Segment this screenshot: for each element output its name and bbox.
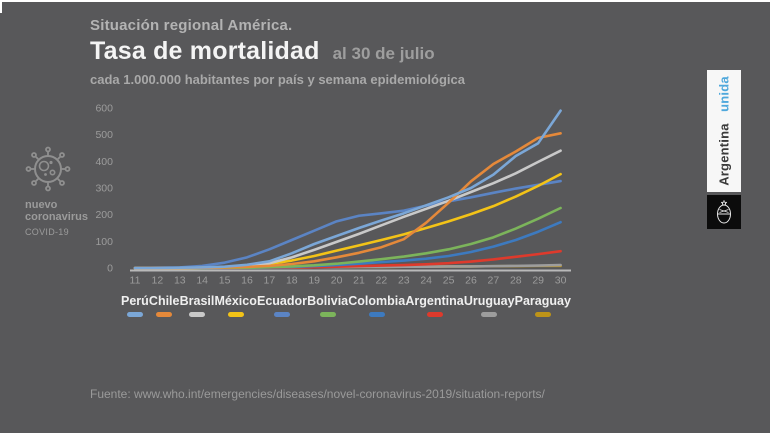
y-tick-label: 600 — [95, 103, 113, 115]
legend-item-colombia: Colombia — [348, 294, 405, 317]
legend-label: Chile — [148, 294, 180, 308]
y-tick-label: 200 — [95, 209, 113, 221]
header: Situación regional América. Tasa de mort… — [90, 17, 465, 87]
legend-item-perú: Perú — [121, 294, 149, 317]
x-tick-label: 12 — [152, 275, 164, 287]
coat-of-arms-box — [707, 195, 741, 229]
page-title: Tasa de mortalidad — [90, 37, 320, 65]
legend-color-swatch — [426, 312, 443, 317]
x-tick-label: 30 — [555, 275, 567, 287]
legend-label: Perú — [121, 294, 149, 308]
x-tick-label: 19 — [308, 275, 320, 287]
chart-line-ecuador — [133, 179, 562, 270]
legend-color-swatch — [188, 312, 205, 317]
x-tick-label: 17 — [264, 275, 276, 287]
x-tick-label: 23 — [398, 275, 410, 287]
coat-of-arms-icon — [717, 200, 731, 224]
y-tick-label: 300 — [95, 183, 113, 195]
banner-text: Argentina unida — [717, 76, 732, 186]
legend-item-chile: Chile — [148, 294, 180, 317]
legend-item-ecuador: Ecuador — [257, 294, 307, 317]
x-tick-label: 29 — [532, 275, 544, 287]
x-tick-label: 21 — [353, 275, 365, 287]
y-tick-label: 100 — [95, 236, 113, 248]
legend-label: Argentina — [405, 294, 464, 308]
x-tick-label: 20 — [331, 275, 343, 287]
legend-color-swatch — [126, 312, 143, 317]
legend-label: Brasil — [179, 294, 215, 308]
page-edge — [0, 2, 2, 13]
chart-line-colombia — [133, 220, 562, 270]
legend-item-paraguay: Paraguay — [515, 294, 571, 317]
y-tick-label: 500 — [95, 129, 113, 141]
x-tick-label: 27 — [488, 275, 500, 287]
legend-item-méxico: México — [214, 294, 257, 317]
x-tick-label: 18 — [286, 275, 298, 287]
mortality-chart: 0 100 200 300 400 500 600 11 12 13 14 15 16 17 18 19 20 2… — [95, 103, 571, 287]
y-tick-label: 400 — [95, 156, 113, 168]
banner-brand: Argentina — [716, 123, 732, 186]
badge-line-nuevo: nuevo — [25, 199, 58, 211]
chart-subtitle: cada 1.000.000 habitantes por país y sem… — [90, 72, 465, 87]
x-tick-label: 15 — [219, 275, 231, 287]
x-tick-label: 26 — [465, 275, 477, 287]
legend-color-swatch — [534, 312, 551, 317]
legend-color-swatch — [481, 312, 498, 317]
y-tick-label: 0 — [107, 263, 113, 275]
legend-color-swatch — [368, 312, 385, 317]
chart-line-perú — [133, 109, 562, 270]
legend-label: Paraguay — [514, 294, 571, 308]
legend-item-uruguay: Uruguay — [464, 294, 515, 317]
x-tick-label: 13 — [174, 275, 186, 287]
legend-label: Colombia — [348, 294, 406, 308]
date-label: al 30 de julio — [332, 44, 435, 63]
x-tick-label: 14 — [196, 275, 208, 287]
legend-label: Bolivia — [307, 294, 349, 308]
x-tick-label: 16 — [241, 275, 253, 287]
x-tick-label: 24 — [420, 275, 432, 287]
legend-color-swatch — [227, 312, 244, 317]
x-tick-label: 22 — [376, 275, 388, 287]
banner-brand-accent: unida — [716, 76, 732, 112]
legend-color-swatch — [156, 312, 173, 317]
legend-item-argentina: Argentina — [405, 294, 464, 317]
x-tick-label: 28 — [510, 275, 522, 287]
legend-item-bolivia: Bolivia — [307, 294, 348, 317]
source-text: Fuente: www.who.int/emergencies/diseases… — [90, 387, 545, 401]
legend-color-swatch — [319, 312, 336, 317]
legend-label: Ecuador — [257, 294, 308, 308]
argentina-unida-banner: Argentina unida — [707, 70, 741, 192]
virus-icon — [25, 146, 71, 192]
badge-line-coronavirus: coronavirus — [25, 211, 88, 223]
legend-item-brasil: Brasil — [179, 294, 215, 317]
x-tick-label: 11 — [130, 275, 141, 287]
region-kicker: Situación regional América. — [90, 17, 293, 34]
chart-line-brasil — [133, 149, 562, 270]
legend-label: Uruguay — [463, 294, 515, 308]
legend-color-swatch — [274, 312, 290, 317]
x-tick-label: 25 — [443, 275, 455, 287]
legend-label: México — [214, 294, 257, 308]
coronavirus-badge: nuevo coronavirus COVID-19 — [16, 145, 94, 238]
chart-legend: Perú Chile Brasil México Ecuador Bolivia Colom… — [121, 294, 571, 317]
badge-line-covid: COVID-19 — [25, 227, 69, 237]
